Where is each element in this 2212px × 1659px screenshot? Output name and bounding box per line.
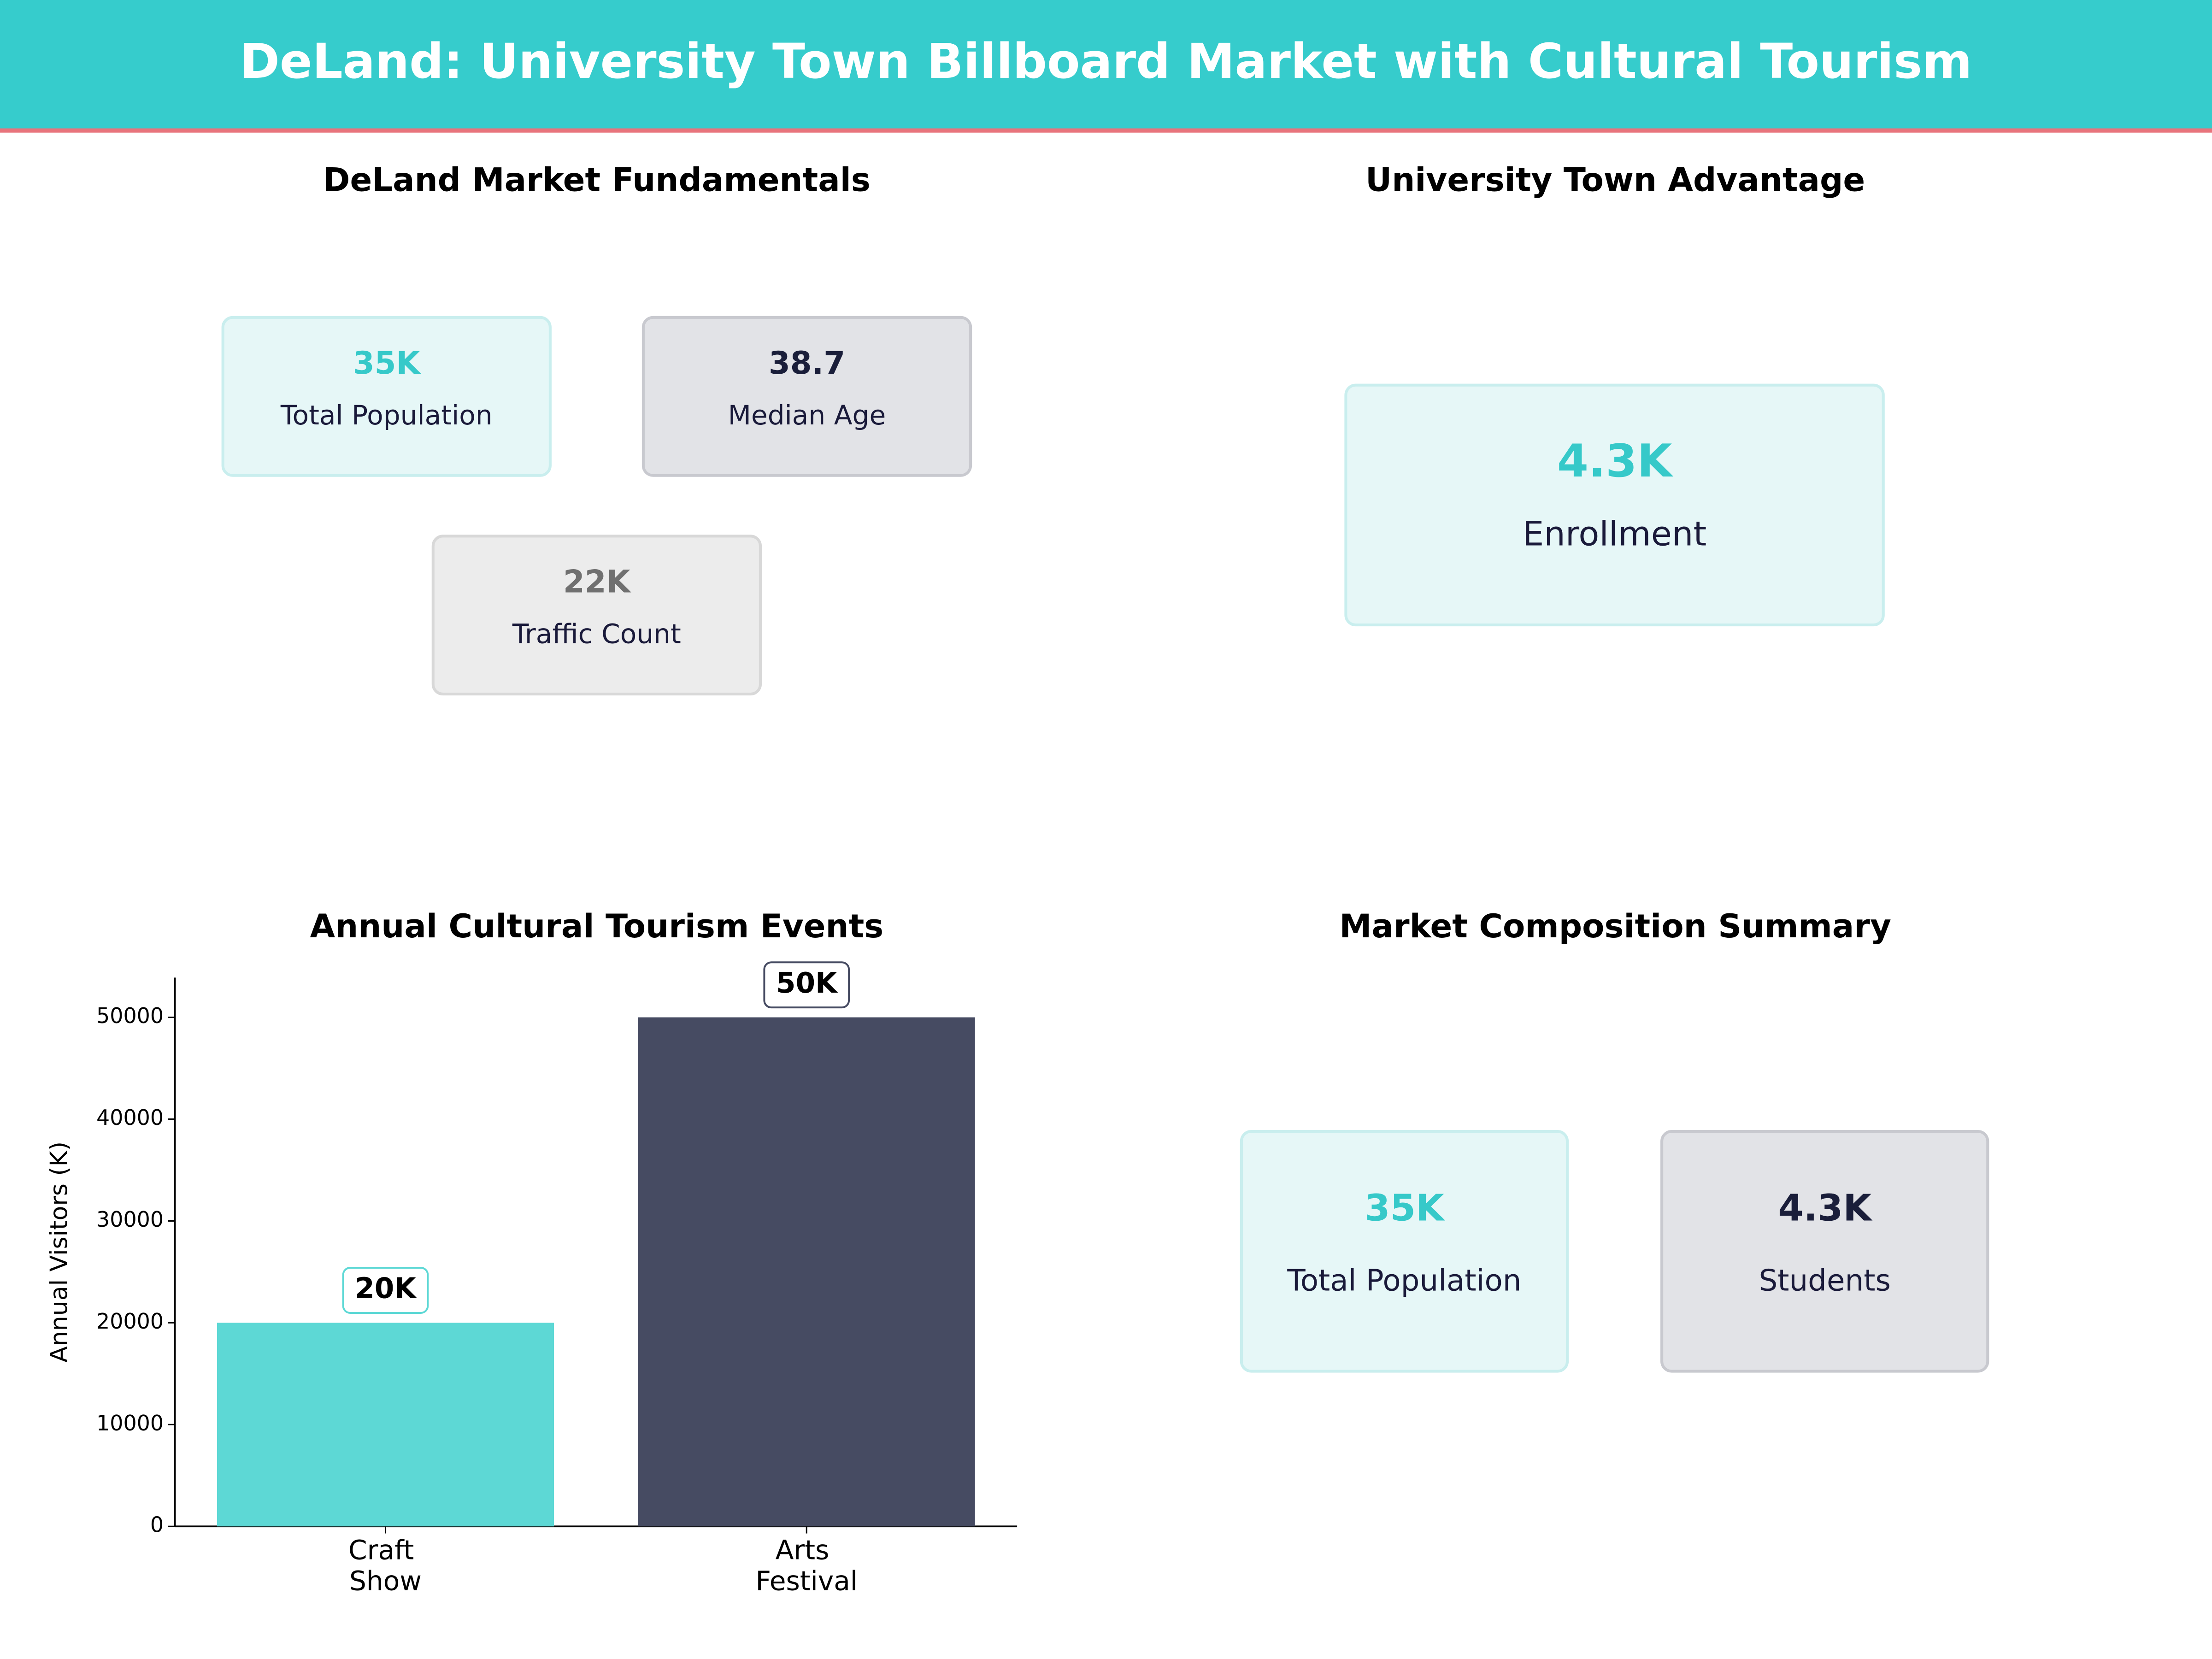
panel-title: Market Composition Summary — [1339, 907, 1891, 945]
x-tick-label: Arts Festival — [755, 1534, 858, 1596]
kpi-label: Enrollment — [1523, 515, 1706, 554]
kpi-value: 4.3K — [1778, 1186, 1873, 1229]
y-tick-label: 0 — [150, 1512, 164, 1537]
kpi-value: 22K — [563, 563, 632, 600]
value-label-box — [763, 961, 850, 1009]
kpi-label: Median Age — [728, 400, 886, 431]
kpi-value: 35K — [353, 345, 422, 381]
kpi-value: 38.7 — [769, 345, 845, 381]
header-bar — [0, 0, 2212, 130]
value-label: 20K — [355, 1272, 417, 1305]
y-tick-label: 30000 — [96, 1207, 164, 1232]
kpi-card — [641, 316, 972, 477]
kpi-value: 4.3K — [1557, 435, 1673, 488]
y-tick-label: 50000 — [96, 1003, 164, 1028]
y-tick-label: 40000 — [96, 1105, 164, 1130]
panel-title: University Town Advantage — [1365, 161, 1865, 199]
value-label: 50K — [776, 967, 838, 1000]
kpi-label: Students — [1759, 1264, 1890, 1298]
kpi-card — [221, 316, 552, 477]
kpi-value: 35K — [1365, 1186, 1446, 1229]
bar — [217, 1323, 554, 1527]
kpi-card — [1344, 383, 1885, 627]
y-tick-label: 20000 — [96, 1309, 164, 1334]
page-title: DeLand: University Town Billboard Market… — [240, 33, 1972, 89]
chart-title: Annual Cultural Tourism Events — [310, 907, 884, 945]
bar — [638, 1017, 975, 1527]
y-tick-label: 10000 — [96, 1411, 164, 1435]
kpi-card — [1240, 1130, 1569, 1373]
panel-title: DeLand Market Fundamentals — [323, 161, 871, 199]
kpi-card — [1660, 1130, 1989, 1373]
x-tick-label: Craft Show — [348, 1534, 423, 1596]
y-axis-label: Annual Visitors (K) — [46, 1141, 73, 1363]
kpi-label: Total Population — [1287, 1264, 1521, 1298]
kpi-card — [431, 535, 762, 696]
value-label-box — [342, 1267, 429, 1314]
header-rule — [0, 128, 2212, 133]
kpi-label: Total Population — [280, 400, 493, 431]
kpi-label: Traffic Count — [512, 618, 681, 649]
